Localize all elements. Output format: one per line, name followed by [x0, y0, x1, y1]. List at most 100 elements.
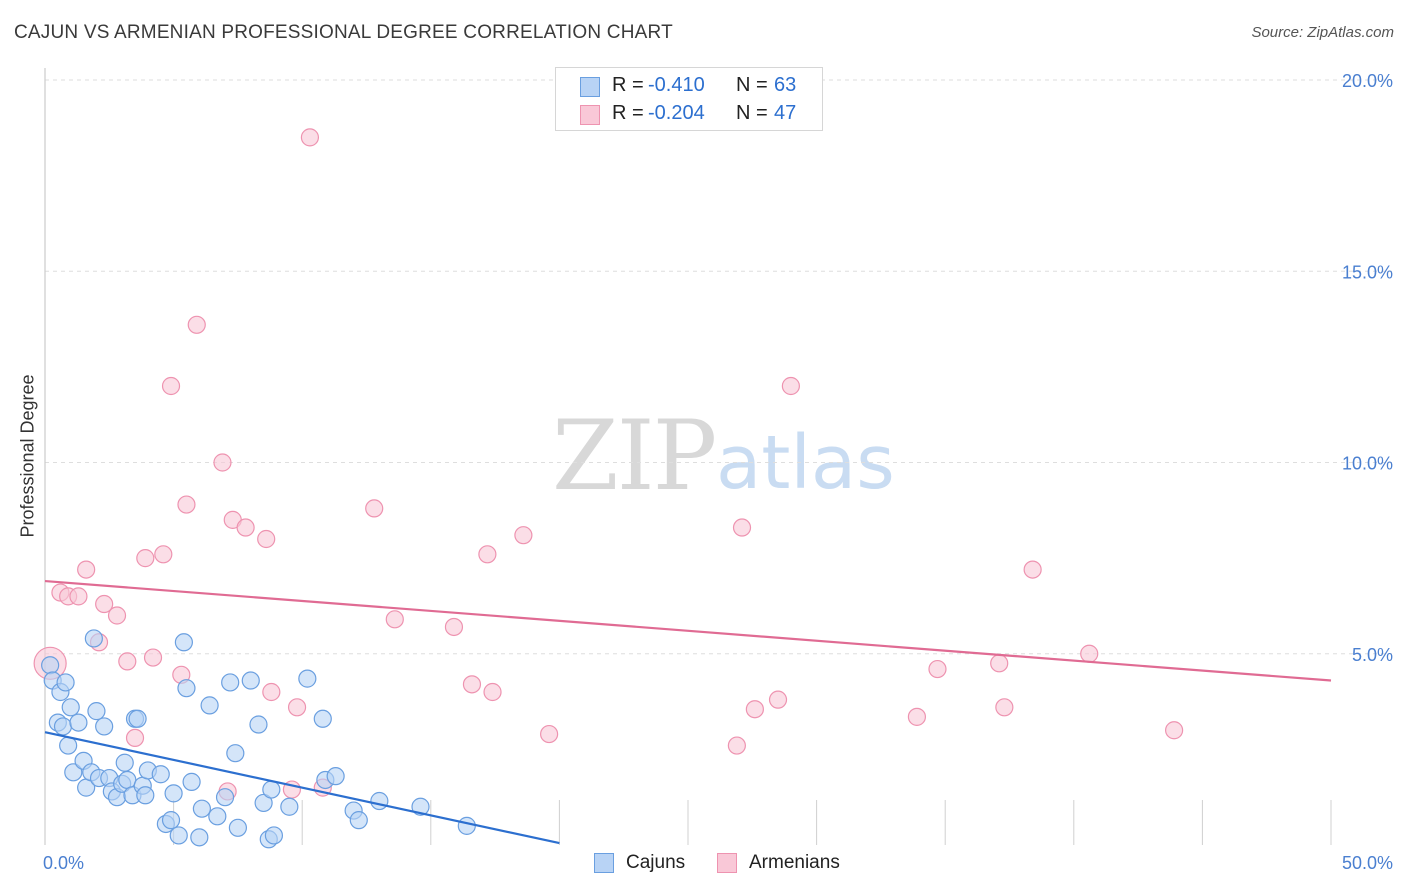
cajun-points — [41, 629, 476, 849]
armenian-point — [300, 128, 320, 147]
n-value: 63 — [774, 74, 797, 96]
armenian-swatch — [717, 853, 737, 873]
armenian-point — [478, 545, 497, 564]
chart-title: CAJUN VS ARMENIAN PROFESSIONAL DEGREE CO… — [14, 22, 673, 43]
armenian-point — [365, 499, 384, 518]
y-tick-label: 15.0% — [1342, 262, 1393, 282]
armenian-point — [125, 728, 145, 748]
armenian-point — [1080, 644, 1099, 663]
armenian-points — [33, 128, 1184, 801]
legend-label-cajuns: Cajuns — [626, 852, 686, 873]
source-label: Source: ZipAtlas.com — [1251, 24, 1394, 41]
cajun-point — [190, 828, 209, 847]
cajun-point — [208, 807, 227, 826]
watermark-zip: ZIP — [552, 400, 717, 512]
r-label: R = — [612, 102, 644, 124]
cajun-point — [118, 770, 137, 790]
cajun-point — [228, 818, 247, 837]
armenian-point — [928, 659, 947, 679]
cajun-point — [200, 696, 219, 715]
cajun-swatch — [594, 853, 614, 873]
armenian-point — [77, 560, 96, 579]
armenian-point — [161, 376, 181, 396]
cajun-point — [128, 709, 147, 728]
armenian-point — [69, 587, 88, 606]
trend-lines — [44, 579, 1332, 845]
cajun-point — [53, 717, 73, 736]
cajun-point — [226, 744, 245, 763]
tick-labels: 5.0% 10.0% 15.0% 20.0% 0.0% 50.0% — [43, 71, 1393, 873]
axes — [44, 68, 1332, 845]
cajun-point — [313, 709, 332, 728]
cajun-point — [264, 826, 284, 845]
armenian-point — [768, 690, 788, 709]
armenian-point — [907, 707, 927, 726]
grid-lines — [45, 79, 1392, 655]
armenian-point — [187, 315, 206, 334]
legend-label-armenians: Armenians — [749, 852, 840, 873]
cajun-point — [262, 780, 281, 799]
cajun-point — [249, 715, 268, 734]
cajun-point — [87, 702, 106, 721]
cajun-point — [326, 767, 345, 786]
cajun-point — [161, 811, 181, 830]
cajun-point — [56, 673, 75, 692]
cajun-point — [61, 698, 80, 717]
armenian-point — [236, 518, 255, 537]
cajun-point — [64, 763, 83, 782]
cajun-point — [370, 791, 389, 811]
armenian-trendline — [44, 579, 1332, 682]
cajun-point — [151, 765, 170, 784]
cajun-point — [59, 736, 78, 755]
x-tick-label: 50.0% — [1342, 853, 1393, 873]
cajun-point — [254, 793, 273, 813]
armenian-point — [1023, 560, 1042, 579]
armenian-point — [990, 654, 1009, 673]
n-value: 47 — [774, 102, 797, 124]
cajun-point — [215, 788, 235, 807]
armenian-point — [107, 606, 127, 625]
r-value: -0.410 — [648, 74, 705, 96]
armenian-point — [995, 698, 1014, 717]
cajun-point — [241, 671, 260, 690]
cajun-point — [411, 797, 430, 816]
armenian-point — [462, 675, 482, 694]
armenian-point — [385, 610, 404, 629]
cajun-point — [221, 673, 240, 692]
cajun-point — [136, 786, 155, 805]
armenian-point — [213, 453, 232, 472]
armenian-point — [136, 549, 155, 568]
armenian-point — [483, 682, 502, 702]
cajun-point — [174, 633, 193, 652]
x-tick-label: 0.0% — [43, 853, 84, 873]
cajun-point — [164, 784, 183, 803]
armenian-point — [177, 495, 196, 514]
armenian-point — [95, 594, 114, 614]
cajun-trendline — [44, 731, 560, 845]
cajun-point — [192, 799, 211, 818]
armenian-point — [781, 376, 800, 396]
n-label: N = — [736, 74, 768, 96]
cajun-swatch — [580, 77, 600, 97]
cajun-point — [182, 772, 201, 791]
armenian-point — [1165, 721, 1184, 740]
r-label: R = — [612, 74, 644, 96]
armenian-point — [262, 682, 281, 702]
cajun-point — [349, 811, 368, 830]
armenian-point — [745, 700, 764, 719]
cajun-point — [84, 629, 103, 648]
stats-legend: R = -0.410 N = 63 R = -0.204 N = 47 — [555, 67, 823, 131]
armenian-swatch — [580, 105, 600, 125]
cajun-point — [280, 797, 299, 816]
armenian-point — [287, 698, 307, 717]
armenian-point — [514, 526, 533, 545]
r-value: -0.204 — [648, 102, 705, 124]
y-tick-label: 20.0% — [1342, 71, 1393, 91]
cajun-point — [41, 656, 60, 675]
armenian-point — [257, 529, 276, 549]
armenian-point — [154, 545, 173, 564]
armenian-point — [727, 736, 746, 755]
armenian-point — [118, 652, 137, 671]
cajun-point — [95, 717, 114, 736]
